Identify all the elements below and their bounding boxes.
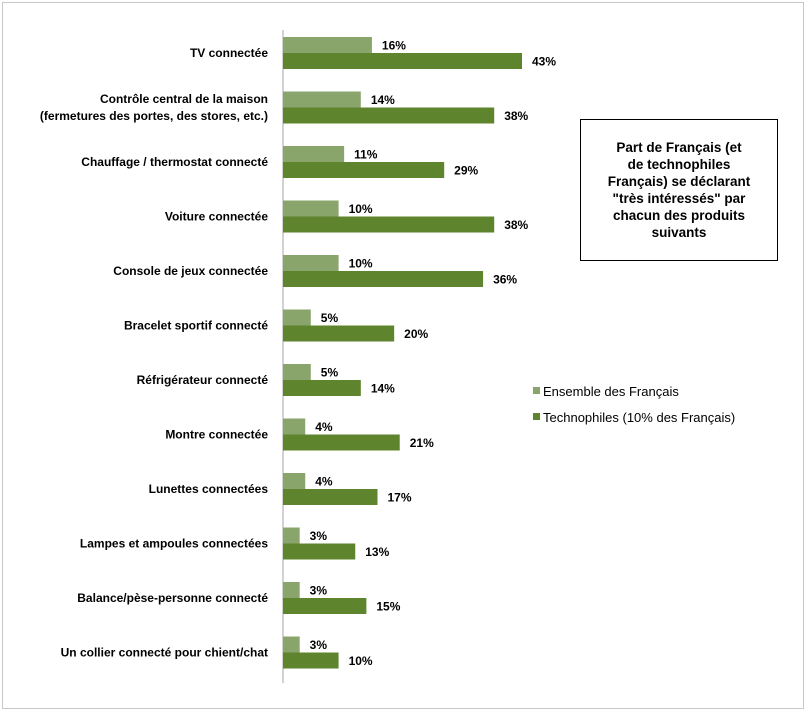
bar-ensemble <box>283 527 300 544</box>
data-label: 21% <box>410 436 434 450</box>
data-label: 14% <box>371 382 395 396</box>
category-label: TV connectée <box>190 46 268 60</box>
data-label: 43% <box>532 55 556 69</box>
data-label: 10% <box>349 257 373 271</box>
bar-ensemble <box>283 418 306 435</box>
legend-swatch <box>533 387 540 394</box>
data-label: 11% <box>354 148 378 162</box>
data-label: 5% <box>321 366 339 380</box>
annotation-text: Part de Français (et de technophiles Fra… <box>607 140 751 240</box>
bar-technophiles <box>283 325 395 342</box>
bar-technophiles <box>283 380 361 396</box>
bar-ensemble <box>283 473 306 489</box>
data-label: 10% <box>349 202 373 216</box>
bar-ensemble <box>283 255 339 271</box>
bar-ensemble <box>283 146 345 162</box>
data-label: 13% <box>365 545 389 559</box>
data-label: 20% <box>404 327 428 341</box>
legend-swatch <box>533 413 540 420</box>
category-label: Bracelet sportif connecté <box>124 319 268 333</box>
bar-technophiles <box>283 162 445 178</box>
category-label: Lampes et ampoules connectées <box>80 537 268 551</box>
data-label: 10% <box>349 654 373 668</box>
bar-technophiles <box>283 107 495 124</box>
bar-technophiles <box>283 271 484 287</box>
category-label: Réfrigérateur connecté <box>137 373 269 387</box>
category-label: Contrôle central de la maison (fermetures… <box>40 92 268 123</box>
bar-ensemble <box>283 582 300 598</box>
bar-ensemble <box>283 37 372 53</box>
bar-technophiles <box>283 543 356 560</box>
labels-layer: TV connectée 16% 43% Contrôle central de la… <box>40 39 556 669</box>
bar-ensemble <box>283 636 300 653</box>
data-label: 15% <box>376 600 400 614</box>
bar-technophiles <box>283 434 400 451</box>
data-label: 4% <box>315 475 333 489</box>
category-label: Chauffage / thermostat connecté <box>81 155 268 169</box>
data-label: 4% <box>315 420 333 434</box>
data-label: 36% <box>493 273 517 287</box>
category-label: Console de jeux connectée <box>113 264 268 278</box>
data-label: 5% <box>321 311 339 325</box>
bar-ensemble <box>283 200 339 217</box>
bar-ensemble <box>283 309 311 326</box>
category-label: Lunettes connectées <box>149 482 269 496</box>
bar-technophiles <box>283 598 367 614</box>
bar-technophiles <box>283 216 495 233</box>
category-label: Montre connectée <box>165 428 268 442</box>
data-label: 14% <box>371 93 395 107</box>
data-label: 38% <box>504 109 528 123</box>
data-label: 29% <box>454 164 478 178</box>
data-label: 16% <box>382 39 406 53</box>
data-label: 3% <box>310 584 328 598</box>
bar-technophiles <box>283 53 522 69</box>
data-label: 3% <box>310 638 328 652</box>
legend-label: Ensemble des Français <box>543 384 679 399</box>
bar-technophiles <box>283 489 378 505</box>
bar-ensemble <box>283 91 361 108</box>
bar-ensemble <box>283 364 311 380</box>
annotation-box: Part de Français (et de technophiles Fra… <box>580 119 778 261</box>
category-label: Un collier connecté pour chient/chat <box>61 646 268 660</box>
legend: Ensemble des Français Technophiles (10% d… <box>533 384 735 425</box>
category-label: Balance/pèse-personne connecté <box>77 591 268 605</box>
bars-layer <box>282 30 522 683</box>
category-label: Voiture connectée <box>165 210 268 224</box>
bar-technophiles <box>283 652 339 669</box>
data-label: 17% <box>387 491 411 505</box>
data-label: 38% <box>504 218 528 232</box>
legend-label: Technophiles (10% des Français) <box>543 410 735 425</box>
data-label: 3% <box>310 529 328 543</box>
